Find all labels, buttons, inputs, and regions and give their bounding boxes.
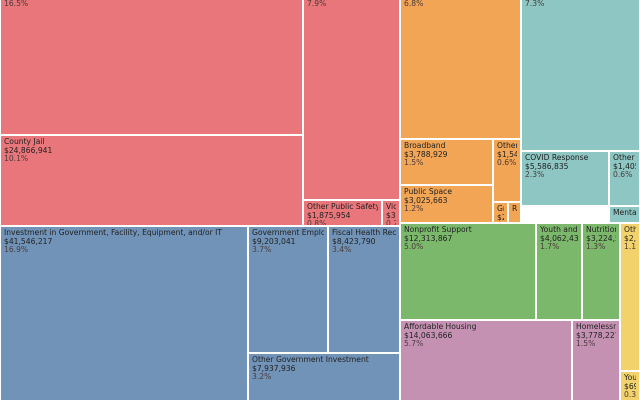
tile-label: Fiscal Health Recove: [332, 229, 396, 237]
tile-label: Other: [497, 142, 517, 150]
tile-label: Other Public Safety: [307, 203, 378, 211]
treemap-tile-public-space[interactable]: Public Space $3,025,663 1.2%: [400, 185, 493, 223]
treemap-tile-econ-gra[interactable]: Gra$23: [493, 202, 508, 223]
treemap-tile-youth-and-family[interactable]: Youth and F$4,062,4341.7%: [536, 223, 582, 320]
tile-percent: 2.3%: [525, 171, 545, 180]
treemap-tile-affordable-housing[interactable]: Affordable Housing $14,063,666 5.7%: [400, 320, 572, 400]
tile-label: Other P: [613, 154, 636, 162]
treemap-tile-youth-other[interactable]: Oth$2,61.1%: [620, 223, 640, 371]
tile-percent: 1.5%: [576, 340, 596, 349]
treemap-tile-econ-re[interactable]: Re: [508, 202, 521, 223]
treemap-tile-violence[interactable]: Viole$390.2%: [382, 200, 400, 226]
tile-label: Affordable Housing: [404, 323, 477, 331]
tile-percent: 0.8%: [307, 220, 327, 226]
tile-label: Gra: [497, 205, 504, 213]
tile-label: Mental: [613, 209, 636, 217]
tile-percent: 1.7%: [540, 243, 560, 252]
tile-percent: 7.9%: [307, 0, 327, 8]
tile-value: $24,866,941: [4, 146, 53, 155]
tile-label: Public Space: [404, 188, 453, 196]
tile-percent: 5.0%: [404, 243, 424, 252]
tile-value: $3,224,50: [586, 234, 616, 243]
tile-percent: 6.8%: [404, 0, 424, 8]
tile-value: $41,546,217: [4, 237, 53, 246]
tile-label: Other Government Investment: [252, 356, 369, 364]
treemap-tile-ps-top-right[interactable]: $19,321,9257.9%: [303, 0, 400, 200]
tile-label: Government Employe: [252, 229, 324, 237]
tile-percent: 16.9%: [4, 246, 29, 255]
tile-percent: 0.3%: [624, 391, 636, 400]
tile-value: $1,875,954: [307, 211, 351, 220]
tile-value: $3,778,227: [576, 331, 616, 340]
tile-label: Viole: [386, 203, 396, 211]
tile-value: $39: [386, 211, 396, 220]
treemap-tile-econ-top[interactable]: $16,675,4146.8%: [400, 0, 521, 139]
tile-label: Investment in Government, Facility, Equi…: [4, 229, 223, 237]
tile-label: Homelessne: [576, 323, 616, 331]
treemap-tile-other-gov-investment[interactable]: Other Government Investment $7,937,936 3.2…: [248, 353, 400, 400]
tile-percent: 1.3%: [586, 243, 606, 252]
tile-percent: 16.5%: [4, 0, 29, 8]
tile-label: Nonprofit Support: [404, 226, 472, 234]
tile-value: $1,405,: [613, 162, 636, 171]
tile-label: Nutrition: [586, 226, 616, 234]
tile-percent: 1.2%: [404, 205, 424, 214]
tile-value: $9,203,041: [252, 237, 296, 246]
tile-value: $69: [624, 382, 636, 391]
treemap-tile-mental[interactable]: Mental: [609, 206, 640, 223]
tile-value: $23: [497, 213, 504, 222]
tile-percent: 1.5%: [404, 159, 424, 168]
treemap-tile-county-jail[interactable]: County Jail $24,866,941 10.1%: [0, 135, 303, 226]
treemap-tile-health-other[interactable]: Other P$1,405,0.6%: [609, 151, 640, 206]
tile-label: You: [624, 374, 636, 382]
tile-percent: 0.6%: [497, 159, 517, 168]
treemap-tile-health-top[interactable]: $17,829,0847.3%: [521, 0, 640, 151]
treemap-tile-youth-small[interactable]: You$690.3%: [620, 371, 640, 400]
treemap-tile-broadband[interactable]: Broadband $3,788,929 1.5%: [400, 139, 493, 185]
tile-value: $2,6: [624, 234, 636, 243]
tile-percent: 1.1%: [624, 243, 636, 252]
treemap-tile-econ-other[interactable]: Other$1,5450.6%: [493, 139, 521, 202]
tile-percent: 3.4%: [332, 246, 352, 255]
tile-percent: 3.2%: [252, 373, 272, 382]
tile-value: $14,063,666: [404, 331, 453, 340]
tile-label: Oth: [624, 226, 636, 234]
tile-value: $12,313,867: [404, 234, 453, 243]
tile-value: $8,423,790: [332, 237, 376, 246]
tile-percent: 0.6%: [613, 171, 633, 180]
tile-percent: 0.2%: [386, 220, 396, 226]
tile-value: $7,937,936: [252, 364, 296, 373]
tile-value: $3,788,929: [404, 150, 448, 159]
tile-percent: 3.7%: [252, 246, 272, 255]
tile-label: County Jail: [4, 138, 45, 146]
tile-label: Re: [512, 205, 517, 213]
tile-value: $3,025,663: [404, 196, 448, 205]
treemap-tile-nonprofit-support[interactable]: Nonprofit Support $12,313,867 5.0%: [400, 223, 536, 320]
treemap-tile-nutrition[interactable]: Nutrition$3,224,501.3%: [582, 223, 620, 320]
tile-label: Youth and F: [540, 226, 578, 234]
treemap-tile-ps-top-left[interactable]: $40,593,46016.5%: [0, 0, 303, 135]
tile-label: Broadband: [404, 142, 446, 150]
tile-value: $4,062,434: [540, 234, 578, 243]
tile-percent: 5.7%: [404, 340, 424, 349]
tile-percent: 10.1%: [4, 155, 29, 164]
tile-value: $1,545: [497, 150, 517, 159]
treemap-tile-gov-investment[interactable]: Investment in Government, Facility, Equi…: [0, 226, 248, 400]
tile-value: $5,586,835: [525, 162, 569, 171]
tile-label: COVID Response: [525, 154, 589, 162]
treemap-tile-other-public-safety[interactable]: Other Public Safety $1,875,954 0.8%: [303, 200, 382, 226]
treemap-tile-covid-response[interactable]: COVID Response $5,586,835 2.3%: [521, 151, 609, 206]
tile-percent: 7.3%: [525, 0, 545, 8]
